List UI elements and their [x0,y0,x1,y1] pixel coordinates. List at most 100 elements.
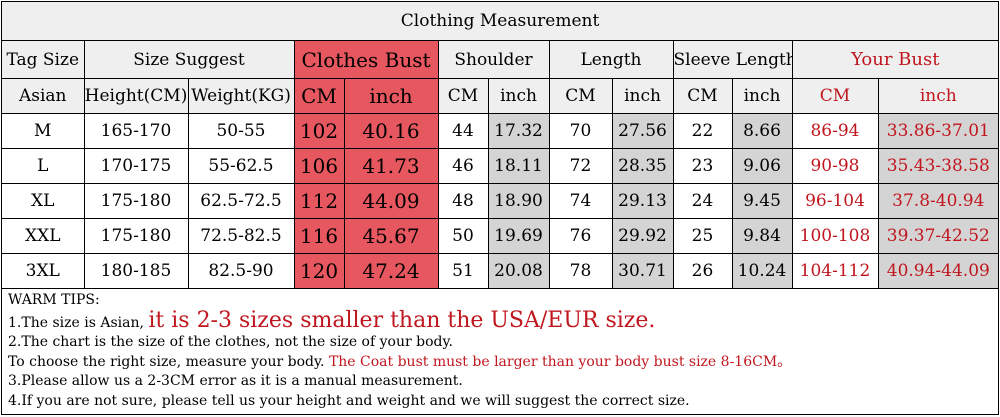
subheader-shoulder-cm: CM [437,78,489,114]
cell-bust-inch: 40.16 [343,113,439,149]
cell-yourbust-inch: 40.94-44.09 [877,253,999,289]
table-row: M 165-170 50-55 102 40.16 44 17.32 70 27… [2,113,999,149]
header-your-bust: Your Bust [791,40,999,79]
cell-shoulder-inch: 17.32 [487,113,550,149]
warm-tips: WARM TIPS: 1.The size is Asian, it is 2-… [2,289,998,411]
tips-heading: WARM TIPS: [8,292,100,308]
cell-weight: 62.5-72.5 [187,183,295,219]
header-shoulder: Shoulder [437,40,550,79]
cell-shoulder-cm: 51 [437,253,489,289]
cell-sleeve-cm: 26 [672,253,733,289]
tip-2b-text: To choose the right size, measure your b… [8,353,325,370]
cell-size: M [2,113,85,149]
header-row-1: Tag Size Size Suggest Clothes Bust Shoul… [2,40,999,79]
cell-sleeve-inch: 10.24 [731,253,793,289]
cell-height: 170-175 [83,148,189,184]
header-tag-size: Tag Size [2,40,85,79]
cell-shoulder-inch: 20.08 [487,253,550,289]
tip-1: 1.The size is Asian, it is 2-3 sizes sma… [8,307,992,334]
cell-bust-inch: 47.24 [343,253,439,289]
cell-yourbust-inch: 39.37-42.52 [877,218,999,254]
tip-2: 2.The chart is the size of the clothes, … [8,334,453,350]
subheader-bust-cm: CM [293,78,345,114]
cell-weight: 82.5-90 [187,253,295,289]
cell-height: 175-180 [83,218,189,254]
table-row: XXL 175-180 72.5-82.5 116 45.67 50 19.69… [2,218,999,254]
subheader-yourbust-cm: CM [791,78,879,114]
cell-yourbust-inch: 35.43-38.58 [877,148,999,184]
cell-sleeve-cm: 24 [672,183,733,219]
cell-sleeve-cm: 25 [672,218,733,254]
tip-2b: To choose the right size, measure your b… [8,353,992,373]
cell-yourbust-cm: 96-104 [791,183,879,219]
header-clothes-bust: Clothes Bust [293,40,439,79]
table-row: XL 175-180 62.5-72.5 112 44.09 48 18.90 … [2,183,999,219]
cell-length-inch: 29.13 [611,183,674,219]
tip-1-emphasis: it is 2-3 sizes smaller than the USA/EUR… [148,307,656,333]
cell-length-inch: 30.71 [611,253,674,289]
cell-bust-inch: 41.73 [343,148,439,184]
table-row: L 170-175 55-62.5 106 41.73 46 18.11 72 … [2,148,999,184]
measurement-table: Clothing Measurement Tag Size Size Sugge… [2,2,999,289]
subheader-asian: Asian [2,78,85,114]
cell-sleeve-inch: 9.45 [731,183,793,219]
title-row: Clothing Measurement [2,2,999,41]
cell-size: 3XL [2,253,85,289]
cell-size: XL [2,183,85,219]
cell-shoulder-inch: 18.11 [487,148,550,184]
cell-bust-cm: 116 [293,218,345,254]
cell-yourbust-cm: 104-112 [791,253,879,289]
subheader-weight: Weight(KG) [187,78,295,114]
cell-sleeve-cm: 23 [672,148,733,184]
table-title: Clothing Measurement [2,2,999,41]
subheader-sleeve-inch: inch [731,78,793,114]
cell-length-inch: 29.92 [611,218,674,254]
header-sleeve-length: Sleeve Length [672,40,793,79]
cell-bust-cm: 112 [293,183,345,219]
tip-4: 4.If you are not sure, please tell us yo… [8,392,690,409]
table-row: 3XL 180-185 82.5-90 120 47.24 51 20.08 7… [2,253,999,289]
cell-length-cm: 74 [548,183,613,219]
cell-bust-inch: 45.67 [343,218,439,254]
cell-yourbust-cm: 100-108 [791,218,879,254]
cell-size: L [2,148,85,184]
cell-shoulder-cm: 44 [437,113,489,149]
cell-shoulder-cm: 50 [437,218,489,254]
cell-sleeve-cm: 22 [672,113,733,149]
subheader-bust-inch: inch [343,78,439,114]
header-length: Length [548,40,674,79]
cell-size: XXL [2,218,85,254]
cell-yourbust-inch: 33.86-37.01 [877,113,999,149]
cell-bust-inch: 44.09 [343,183,439,219]
cell-height: 165-170 [83,113,189,149]
subheader-length-cm: CM [548,78,613,114]
cell-length-cm: 72 [548,148,613,184]
cell-weight: 72.5-82.5 [187,218,295,254]
subheader-length-inch: inch [611,78,674,114]
cell-shoulder-cm: 48 [437,183,489,219]
cell-yourbust-cm: 90-98 [791,148,879,184]
subheader-height: Height(CM) [83,78,189,114]
cell-yourbust-inch: 37.8-40.94 [877,183,999,219]
cell-shoulder-inch: 18.90 [487,183,550,219]
subheader-shoulder-inch: inch [487,78,550,114]
cell-height: 175-180 [83,183,189,219]
tip-2b-emphasis: The Coat bust must be larger than your b… [328,353,792,370]
cell-length-cm: 78 [548,253,613,289]
cell-shoulder-inch: 19.69 [487,218,550,254]
cell-length-cm: 70 [548,113,613,149]
cell-weight: 50-55 [187,113,295,149]
cell-shoulder-cm: 46 [437,148,489,184]
cell-weight: 55-62.5 [187,148,295,184]
cell-bust-cm: 120 [293,253,345,289]
cell-bust-cm: 106 [293,148,345,184]
header-row-2: Asian Height(CM) Weight(KG) CM inch CM i… [2,78,999,114]
subheader-sleeve-cm: CM [672,78,733,114]
cell-sleeve-inch: 9.06 [731,148,793,184]
cell-height: 180-185 [83,253,189,289]
cell-yourbust-cm: 86-94 [791,113,879,149]
cell-bust-cm: 102 [293,113,345,149]
subheader-yourbust-inch: inch [877,78,999,114]
tip-1-text: 1.The size is Asian, [8,314,144,331]
